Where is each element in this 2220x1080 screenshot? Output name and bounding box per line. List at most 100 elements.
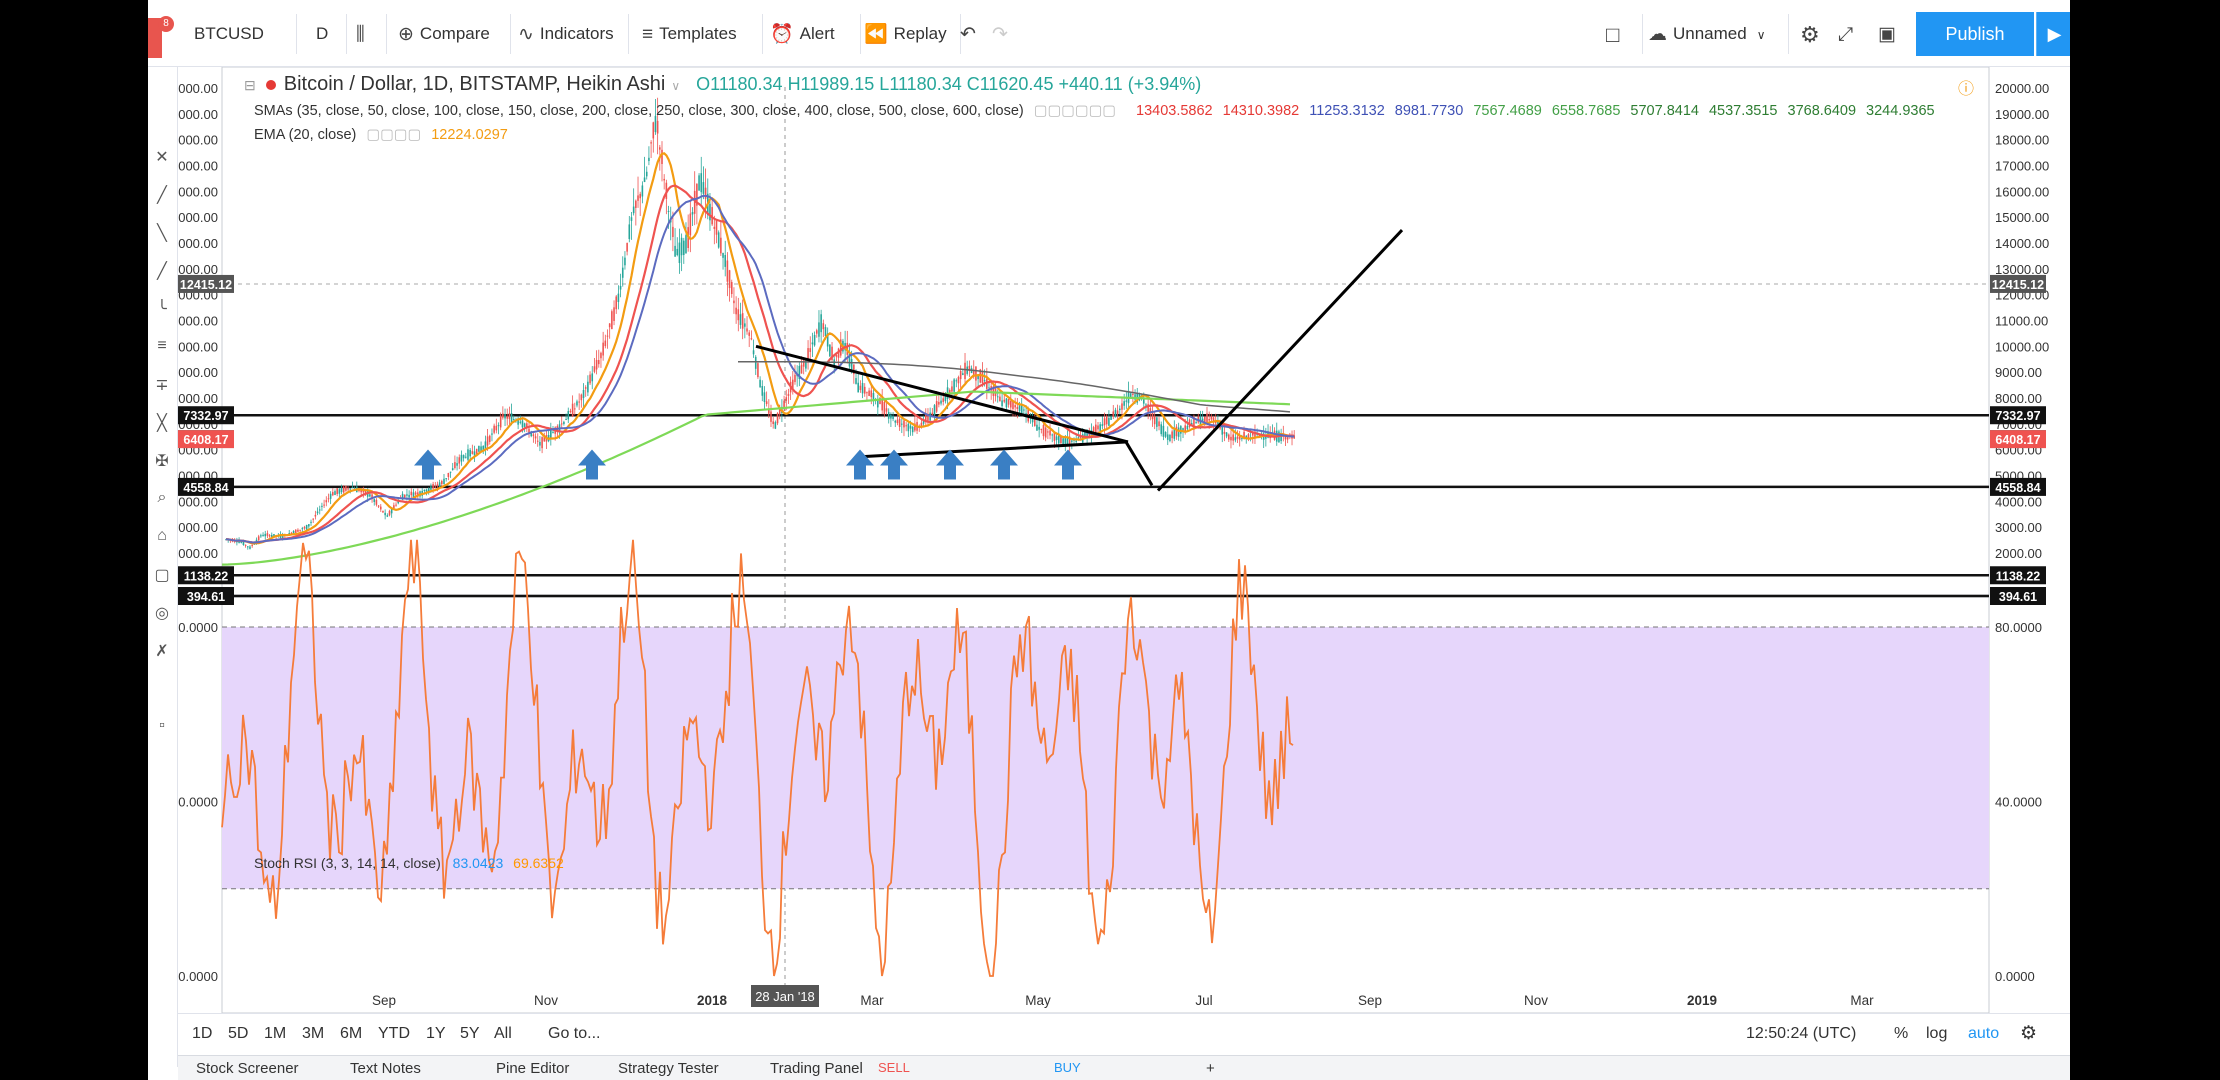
magnet-tool-icon[interactable]: ⌂ xyxy=(157,527,167,544)
ema-label[interactable]: EMA (20, close) xyxy=(254,127,357,143)
pattern-tool-icon[interactable]: ≡ xyxy=(157,337,167,354)
price-tick-right: 2000.00 xyxy=(1995,546,2042,561)
range-button-1d[interactable]: 1D xyxy=(192,1025,213,1042)
undo-button[interactable]: ↶ xyxy=(960,18,982,50)
redo-button[interactable]: ↷ xyxy=(992,18,1014,50)
candle-body xyxy=(1171,431,1173,439)
lock-tool-icon[interactable]: ▢ xyxy=(154,567,170,584)
candle-body xyxy=(456,463,458,466)
candle-body xyxy=(1077,437,1080,439)
interval-button[interactable]: D xyxy=(316,18,328,50)
fullscreen-layout-button[interactable]: □ xyxy=(1606,18,1625,50)
candle-body xyxy=(1169,435,1171,441)
chart-area[interactable]: 20000.00 20000.00 19000.00 19000.00 18000.00… xyxy=(178,67,2070,1013)
time-tick: May xyxy=(1025,993,1051,1008)
layout-menu[interactable]: ☁ Unnamed ∨ xyxy=(1648,18,1766,50)
notification-badge[interactable]: 8 xyxy=(148,16,174,58)
auto-toggle[interactable]: auto xyxy=(1968,1025,1999,1043)
publish-button[interactable]: Publish xyxy=(1916,12,2034,56)
candle-body xyxy=(388,510,391,516)
templates-button[interactable]: ≡ Templates xyxy=(642,18,737,50)
candle-body xyxy=(1023,409,1025,411)
range-button-5d[interactable]: 5D xyxy=(228,1025,249,1042)
candle-body xyxy=(1234,437,1237,441)
zoom-tool-icon[interactable]: ⌕ xyxy=(157,489,167,506)
range-button-3m[interactable]: 3M xyxy=(302,1025,325,1042)
candle-body xyxy=(709,203,711,221)
chevron-down-icon[interactable]: ∨ xyxy=(671,79,681,93)
ruler-tool-icon[interactable]: ✠ xyxy=(155,453,169,470)
stoch-legend: Stoch RSI (3, 3, 14, 14, close) 83.0423 … xyxy=(254,855,564,871)
candle-body xyxy=(857,382,859,393)
panel-tab[interactable]: Text Notes xyxy=(350,1060,421,1077)
candle-body xyxy=(1114,409,1117,418)
brush-tool-icon[interactable]: ╱ xyxy=(157,263,167,280)
price-label-left-box xyxy=(178,274,234,293)
auto-label: auto xyxy=(1968,1025,2000,1042)
candle-body xyxy=(907,423,910,432)
range-button-ytd[interactable]: YTD xyxy=(378,1025,410,1042)
candle-body xyxy=(611,311,613,330)
replay-button[interactable]: ⏪ Replay xyxy=(864,18,947,50)
trash-tool-icon[interactable]: ▫ xyxy=(159,717,165,734)
range-button-6m[interactable]: 6M xyxy=(340,1025,363,1042)
range-button-1m[interactable]: 1M xyxy=(264,1025,287,1042)
candle-body xyxy=(645,171,648,177)
remove-tool-icon[interactable]: ✗ xyxy=(155,643,169,660)
panel-tab[interactable]: Strategy Tester xyxy=(618,1060,719,1077)
goto-button[interactable]: Go to... xyxy=(548,1025,600,1043)
price-tick-right: 11000.00 xyxy=(1995,314,2048,329)
candle-body xyxy=(787,393,790,396)
shapes-tool-icon[interactable]: ╳ xyxy=(157,415,167,432)
warning-icon[interactable]: ⓘ xyxy=(1958,81,1975,98)
clock[interactable]: 12:50:24 (UTC) xyxy=(1746,1025,1856,1043)
sell-button[interactable]: SELL xyxy=(878,1060,910,1075)
candle-body xyxy=(1182,428,1184,431)
series-title[interactable]: Bitcoin / Dollar, 1D, BITSTAMP, Heikin A… xyxy=(283,73,666,95)
candle-body xyxy=(475,448,478,454)
log-toggle[interactable]: log xyxy=(1926,1025,1947,1043)
percent-toggle[interactable]: % xyxy=(1894,1025,1908,1043)
buy-button[interactable]: BUY xyxy=(1054,1060,1081,1075)
candle-body xyxy=(977,375,979,380)
indicators-button[interactable]: ∿ Indicators xyxy=(518,18,614,50)
trendline-tool-icon[interactable]: ╱ xyxy=(157,187,167,204)
candle-body xyxy=(717,232,720,248)
trend-drawings xyxy=(755,229,1404,492)
panel-tab[interactable]: Stock Screener xyxy=(196,1060,299,1077)
legend-controls-icon[interactable]: ▢▢▢▢ xyxy=(366,127,422,143)
play-button[interactable]: ▶ xyxy=(2036,12,2070,56)
range-button-1y[interactable]: 1Y xyxy=(426,1025,446,1042)
add-panel-button[interactable]: + xyxy=(1206,1060,1215,1077)
chart-svg[interactable]: 20000.00 20000.00 19000.00 19000.00 18000.00… xyxy=(178,67,2070,1013)
candle-body xyxy=(1110,416,1112,420)
collapse-icon[interactable]: ⊟ xyxy=(244,77,256,93)
text-tool-icon[interactable]: ╰ xyxy=(157,301,167,318)
forecast-tool-icon[interactable]: ∓ xyxy=(155,377,169,394)
settings-button[interactable]: ⚙ xyxy=(1800,18,1826,50)
legend-controls-icon[interactable]: ▢▢▢▢▢▢ xyxy=(1033,103,1116,119)
range-button-5y[interactable]: 5Y xyxy=(460,1025,480,1042)
alert-button[interactable]: ⏰ Alert xyxy=(770,18,835,50)
candle-body xyxy=(379,506,382,510)
square-icon: □ xyxy=(1606,21,1620,47)
compare-button[interactable]: ⊕ Compare xyxy=(398,18,490,50)
panel-tab[interactable]: Pine Editor xyxy=(496,1060,570,1077)
symbol-search[interactable]: BTCUSD xyxy=(194,18,264,50)
candle-body xyxy=(772,421,774,425)
candle-body xyxy=(1149,408,1152,413)
snapshot-button[interactable]: ▣ xyxy=(1878,18,1902,50)
fullscreen-button[interactable]: ⤢ xyxy=(1838,18,1859,50)
chart-type-button[interactable]: ⫼ xyxy=(356,18,371,50)
range-button-all[interactable]: All xyxy=(494,1025,512,1042)
sma-label[interactable]: SMAs (35, close, 50, close, 100, close, … xyxy=(254,103,1024,119)
scale-settings-button[interactable]: ⚙ xyxy=(2020,1022,2037,1045)
candle-body xyxy=(763,392,766,402)
stoch-label[interactable]: Stoch RSI (3, 3, 14, 14, close) xyxy=(254,855,441,871)
candle-body xyxy=(1007,399,1010,405)
candle-body xyxy=(1040,428,1043,430)
pitchfork-tool-icon[interactable]: ╲ xyxy=(157,225,167,242)
cursor-tool-icon[interactable]: ✕ xyxy=(155,149,169,166)
panel-tab[interactable]: Trading Panel xyxy=(770,1060,863,1077)
hide-tool-icon[interactable]: ◎ xyxy=(155,605,169,622)
